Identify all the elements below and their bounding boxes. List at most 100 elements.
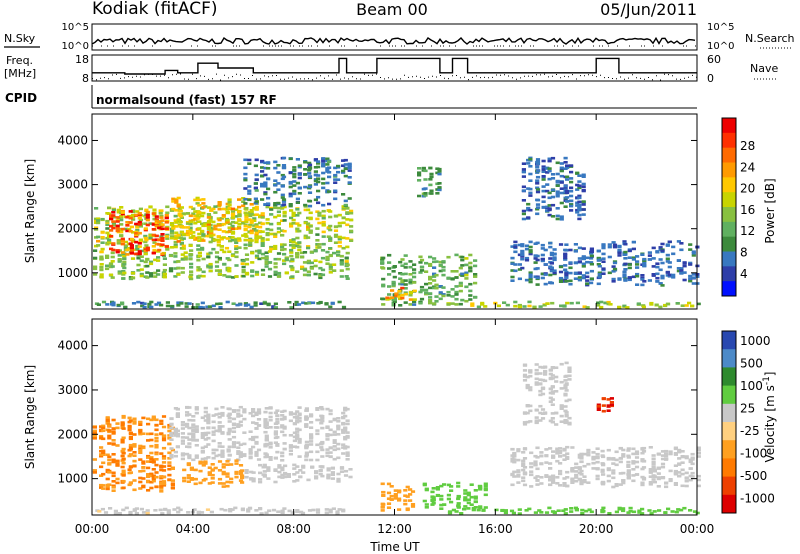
echo-cell — [288, 157, 293, 161]
echo-cell — [559, 380, 564, 384]
echo-cell — [589, 261, 594, 264]
echo-cell — [525, 420, 530, 424]
echo-cell — [428, 183, 433, 187]
echo-cell — [297, 412, 302, 416]
echo-cell — [154, 452, 159, 456]
echo-cell — [159, 487, 164, 490]
echo-cell — [115, 250, 120, 254]
echo-cell — [682, 506, 687, 510]
echo-cell — [513, 240, 518, 244]
echo-cell — [543, 379, 548, 383]
echo-cell — [149, 480, 154, 484]
echo-cell — [540, 386, 546, 390]
echo-cell — [597, 264, 602, 268]
echo-cell — [295, 510, 300, 513]
echo-cell — [238, 443, 243, 446]
echo-cell — [332, 430, 337, 434]
echo-cell — [300, 265, 305, 269]
echo-cell — [606, 467, 611, 470]
echo-cell — [585, 306, 590, 309]
echo-cell — [569, 170, 574, 174]
echo-cell — [640, 283, 645, 287]
echo-cell — [565, 175, 570, 179]
echo-cell — [151, 228, 156, 231]
echo-cell — [577, 217, 582, 221]
echo-cell — [282, 205, 287, 209]
echo-cell — [225, 460, 230, 463]
echo-cell — [110, 276, 115, 279]
echo-cell — [424, 488, 429, 492]
echo-cell — [266, 477, 271, 480]
colorbar-swatch — [722, 422, 736, 441]
echo-cell — [162, 272, 167, 276]
echo-cell — [96, 235, 101, 239]
echo-cell — [635, 263, 640, 266]
freq-label-line1: Freq. — [6, 54, 33, 67]
echo-cell — [547, 169, 552, 173]
echo-cell — [400, 280, 405, 284]
echo-cell — [428, 262, 433, 266]
echo-cell — [408, 488, 413, 491]
echo-cell — [303, 208, 308, 212]
echo-cell — [559, 162, 564, 165]
echo-cell — [328, 271, 333, 274]
echo-cell — [554, 366, 559, 369]
echo-cell — [146, 456, 151, 459]
echo-cell — [397, 489, 402, 492]
echo-cell — [503, 509, 508, 512]
echo-cell — [658, 282, 663, 285]
echo-cell — [307, 191, 313, 194]
echo-cell — [137, 245, 142, 248]
echo-cell — [227, 430, 232, 433]
echo-cell — [336, 427, 341, 431]
echo-cell — [651, 460, 656, 464]
echo-cell — [256, 418, 262, 421]
echo-cell — [545, 209, 550, 212]
echo-cell — [581, 213, 586, 216]
echo-cell — [579, 457, 584, 460]
echo-cell — [227, 206, 232, 210]
echo-cell — [419, 289, 425, 292]
echo-cell — [185, 414, 190, 417]
echo-cell — [111, 226, 116, 230]
echo-cell — [601, 252, 606, 256]
echo-cell — [136, 256, 141, 260]
echo-cell — [400, 264, 405, 267]
echo-cell — [238, 452, 243, 456]
echo-cell — [551, 479, 556, 482]
echo-cell — [209, 231, 214, 235]
echo-cell — [577, 203, 582, 207]
echo-cell — [138, 444, 143, 448]
echo-cell — [227, 269, 232, 273]
echo-cell — [304, 407, 309, 410]
echo-cell — [160, 236, 165, 240]
echo-cell — [456, 502, 461, 505]
echo-cell — [303, 160, 308, 164]
echo-cell — [463, 489, 468, 492]
echo-cell — [254, 229, 259, 232]
echo-cell — [660, 454, 666, 457]
echo-cell — [225, 475, 230, 478]
echo-cell — [640, 483, 645, 487]
echo-cell — [288, 446, 293, 449]
echo-cell — [688, 277, 693, 280]
echo-cell — [345, 237, 350, 240]
echo-cell — [618, 472, 623, 475]
echo-cell — [115, 464, 120, 467]
echo-cell — [313, 170, 318, 173]
echo-cell — [174, 209, 179, 212]
echo-cell — [563, 405, 568, 408]
echo-cell — [297, 173, 302, 176]
echo-cell — [521, 209, 526, 213]
echo-cell — [307, 301, 312, 305]
echo-cell — [574, 476, 579, 479]
echo-cell — [301, 301, 306, 305]
echo-cell — [611, 476, 616, 480]
echo-cell — [211, 448, 216, 452]
echo-cell — [309, 266, 314, 270]
echo-cell — [309, 440, 314, 443]
echo-cell — [552, 271, 557, 275]
echo-cell — [288, 444, 293, 447]
echo-cell — [138, 447, 143, 450]
echo-cell — [642, 257, 647, 261]
